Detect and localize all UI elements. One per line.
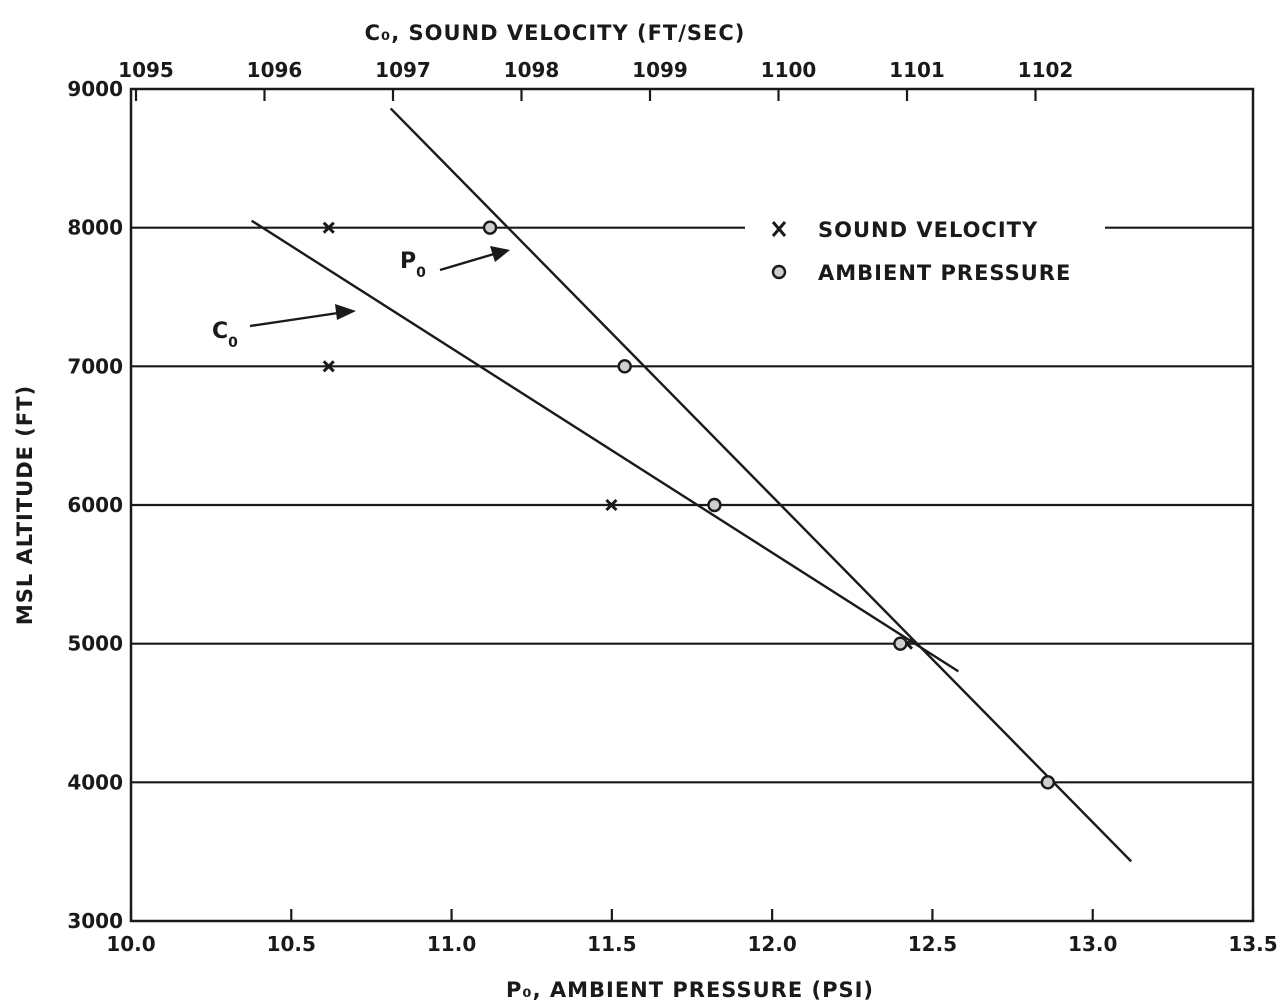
y-tick-label: 3000 <box>67 909 123 933</box>
x-tick-label: 12.5 <box>908 932 957 956</box>
pressure-point <box>707 497 722 513</box>
top-tick-label: 1100 <box>761 58 817 82</box>
annotation-p0-arrowhead <box>490 246 510 262</box>
top-tick-label: 1095 <box>118 58 174 82</box>
top-axis-title: C₀, SOUND VELOCITY (FT/SEC) <box>365 21 746 45</box>
annotation-c0-arrow <box>249 311 339 328</box>
tick-labels: 3000 4000 5000 6000 7000 8000 9000 10.0 10.5 11.0… <box>67 58 1277 956</box>
top-tick-label: 1098 <box>504 58 560 82</box>
annotation-p0: P0 <box>400 246 510 281</box>
top-tick-label: 1096 <box>247 58 303 82</box>
y-tick-label: 8000 <box>67 216 123 240</box>
bottom-axis-title: P₀, AMBIENT PRESSURE (PSI) <box>506 978 874 1002</box>
legend: SOUND VELOCITY AMBIENT PRESSURE <box>745 208 1105 290</box>
pressure-point <box>617 359 632 374</box>
pressure-point <box>1040 775 1056 790</box>
svg-text:P0: P0 <box>400 249 426 281</box>
y-axis-title: MSL ALTITUDE (FT) <box>13 385 37 625</box>
y-tick-label: 5000 <box>67 632 123 656</box>
pressure-point <box>893 636 908 651</box>
velocity-point <box>605 498 618 512</box>
annotation-c0-subscript: 0 <box>228 335 238 351</box>
x-tick-label: 13.5 <box>1228 932 1277 956</box>
x-tick-label: 13.0 <box>1068 932 1117 956</box>
legend-circle-marker <box>771 264 787 280</box>
x-tick-label: 10.5 <box>267 932 316 956</box>
x-tick-label: 10.0 <box>106 932 155 956</box>
series <box>251 107 1133 863</box>
x-tick-label: 12.0 <box>747 932 796 956</box>
top-tick-label: 1101 <box>889 58 945 82</box>
top-tick-label: 1099 <box>632 58 688 82</box>
annotation-p0-subscript: 0 <box>416 265 426 281</box>
legend-background <box>745 208 1105 290</box>
y-tick-label: 7000 <box>67 354 123 378</box>
annotation-p0-arrow <box>439 252 495 272</box>
legend-label-sound-velocity: SOUND VELOCITY <box>818 218 1038 242</box>
velocity-point <box>322 221 335 234</box>
sound-velocity-line <box>251 219 960 673</box>
annotation-p0-text: P <box>400 249 416 274</box>
velocity-point <box>322 360 335 373</box>
x-tick-label: 11.5 <box>587 932 636 956</box>
annotation-c0-text: C <box>212 319 228 344</box>
legend-label-ambient-pressure: AMBIENT PRESSURE <box>818 261 1071 285</box>
y-tick-label: 9000 <box>67 77 123 101</box>
legend-x-marker <box>771 221 787 237</box>
ambient-pressure-line <box>389 107 1133 863</box>
x-tick-label: 11.0 <box>427 932 476 956</box>
plot-frame <box>129 87 1255 923</box>
annotation-c0-arrowhead <box>335 304 356 320</box>
annotation-c0: C0 <box>212 304 356 351</box>
grid-lines <box>131 226 1253 784</box>
y-tick-label: 4000 <box>67 770 123 794</box>
top-tick-label: 1097 <box>375 58 431 82</box>
top-tick-label: 1102 <box>1018 58 1074 82</box>
y-tick-label: 6000 <box>67 493 123 517</box>
data-markers <box>322 220 1056 790</box>
pressure-point <box>482 220 498 235</box>
svg-text:C0: C0 <box>212 319 238 351</box>
